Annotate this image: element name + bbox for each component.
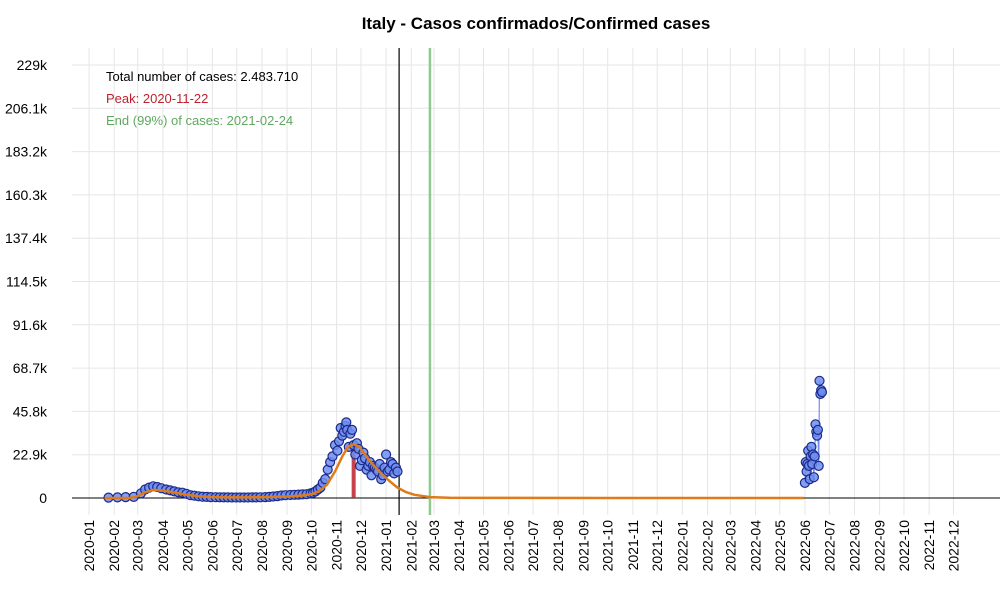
x-tick-label: 2020-10	[303, 520, 319, 572]
x-tick-label: 2020-11	[329, 520, 345, 571]
y-tick-label: 91.6k	[13, 317, 48, 333]
x-tick-label: 2022-07	[821, 520, 837, 572]
x-tick-label: 2021-01	[378, 520, 394, 572]
x-tick-label: 2021-02	[403, 520, 419, 572]
x-tick-label: 2020-05	[179, 520, 195, 572]
x-tick-label: 2021-06	[501, 520, 517, 572]
x-tick-label: 2022-09	[872, 520, 888, 572]
peak-bar	[351, 444, 356, 498]
y-tick-label: 68.7k	[13, 360, 48, 376]
x-tick-label: 2021-09	[575, 520, 591, 572]
x-tick-label: 2022-06	[797, 520, 813, 572]
y-tick-label: 206.1k	[5, 100, 48, 116]
data-layer	[103, 375, 828, 503]
y-axis: 0 22.9k 45.8k 68.7k 91.6k 114.5k 137.4k 160.3k 1…	[5, 57, 48, 506]
x-tick-label: 2020-12	[353, 520, 369, 572]
x-tick-label: 2021-07	[525, 520, 541, 572]
x-tick-label: 2022-08	[846, 520, 862, 572]
data-point	[809, 451, 820, 462]
data-point	[381, 449, 392, 460]
x-tick-label: 2020-08	[254, 520, 270, 572]
x-tick-label: 2021-03	[426, 520, 442, 572]
x-tick-label: 2022-05	[772, 520, 788, 572]
annotation-total: Total number of cases: 2.483.710	[106, 69, 298, 84]
x-tick-label: 2021-08	[550, 520, 566, 572]
x-tick-label: 2020-01	[81, 520, 97, 572]
x-tick-label: 2022-01	[674, 520, 690, 572]
x-tick-label: 2022-04	[747, 520, 763, 572]
y-tick-label: 160.3k	[5, 187, 48, 203]
annotation-peak: Peak: 2020-11-22	[106, 91, 208, 106]
y-tick-label: 22.9k	[13, 447, 48, 463]
x-tick-label: 2021-05	[476, 520, 492, 572]
fit-curve	[104, 442, 805, 500]
x-tick-label: 2021-10	[600, 520, 616, 572]
x-tick-label: 2021-12	[649, 520, 665, 572]
x-tick-label: 2020-04	[155, 520, 171, 572]
x-tick-label: 2020-07	[229, 520, 245, 572]
data-point	[814, 375, 825, 386]
x-tick-label: 2021-04	[451, 520, 467, 572]
data-point	[332, 445, 343, 456]
y-tick-label: 229k	[17, 57, 48, 73]
y-tick-label: 0	[39, 490, 47, 506]
x-tick-label: 2022-11	[921, 520, 937, 571]
chart-title: Italy - Casos confirmados/Confirmed case…	[362, 14, 711, 33]
x-tick-label: 2020-03	[130, 520, 146, 572]
y-tick-label: 137.4k	[5, 230, 48, 246]
y-tick-label: 114.5k	[6, 274, 48, 290]
x-tick-label: 2020-09	[279, 520, 295, 572]
x-tick-label: 2021-11	[625, 520, 641, 571]
data-point	[812, 424, 824, 435]
data-point	[808, 472, 820, 483]
x-tick-label: 2022-02	[700, 520, 716, 572]
x-tick-label: 2020-06	[204, 520, 220, 572]
data-point	[816, 387, 828, 398]
x-tick-label: 2022-12	[945, 520, 961, 572]
data-point	[813, 460, 824, 471]
y-tick-label: 45.8k	[13, 403, 48, 419]
x-tick-label: 2022-10	[896, 520, 912, 572]
grid	[72, 48, 1000, 515]
data-point	[346, 424, 358, 435]
x-axis: 2020-01 2020-02 2020-03 2020-04 2020-05 2020-…	[81, 520, 961, 572]
x-tick-label: 2022-03	[722, 520, 738, 572]
data-point	[392, 466, 403, 477]
annotation-end: End (99%) of cases: 2021-02-24	[106, 113, 293, 128]
annotations: Total number of cases: 2.483.710 Peak: 2…	[106, 69, 298, 128]
x-tick-label: 2020-02	[106, 520, 122, 572]
y-tick-label: 183.2k	[5, 144, 48, 160]
